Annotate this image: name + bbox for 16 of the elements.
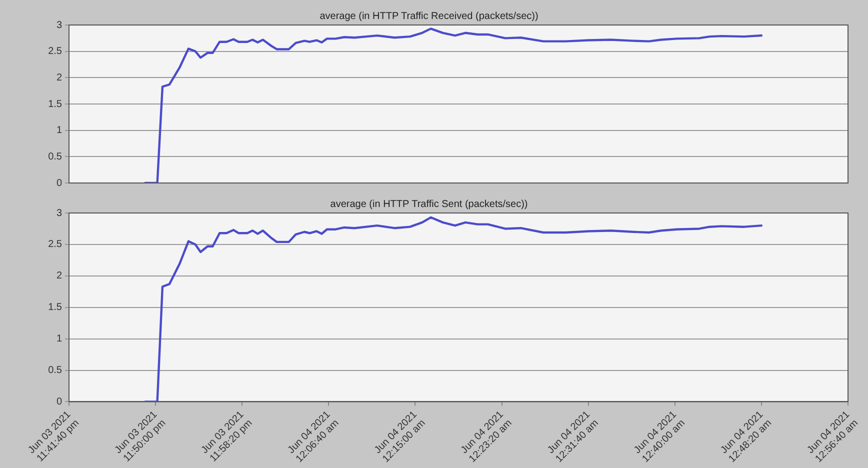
y-tick-label: 3 (56, 20, 62, 31)
y-tick-label: 2.5 (48, 46, 62, 58)
y-tick-label: 0 (56, 396, 62, 408)
chart-title: average (in HTTP Traffic Received (packets/sec)) (320, 10, 538, 22)
y-tick-label: 1 (56, 125, 62, 136)
y-tick-label: 0.5 (48, 151, 62, 162)
y-tick-label: 2.5 (48, 239, 62, 250)
y-tick-label: 1.5 (48, 98, 62, 110)
y-tick-label: 3 (56, 208, 62, 219)
y-tick-label: 1 (56, 334, 62, 345)
y-tick-label: 1.5 (48, 302, 62, 314)
y-tick-label: 2 (56, 270, 62, 282)
chart-title: average (in HTTP Traffic Sent (packets/sec)) (330, 198, 528, 210)
y-tick-label: 0 (56, 178, 62, 189)
y-tick-label: 0.5 (48, 365, 62, 376)
y-tick-label: 2 (56, 72, 62, 84)
